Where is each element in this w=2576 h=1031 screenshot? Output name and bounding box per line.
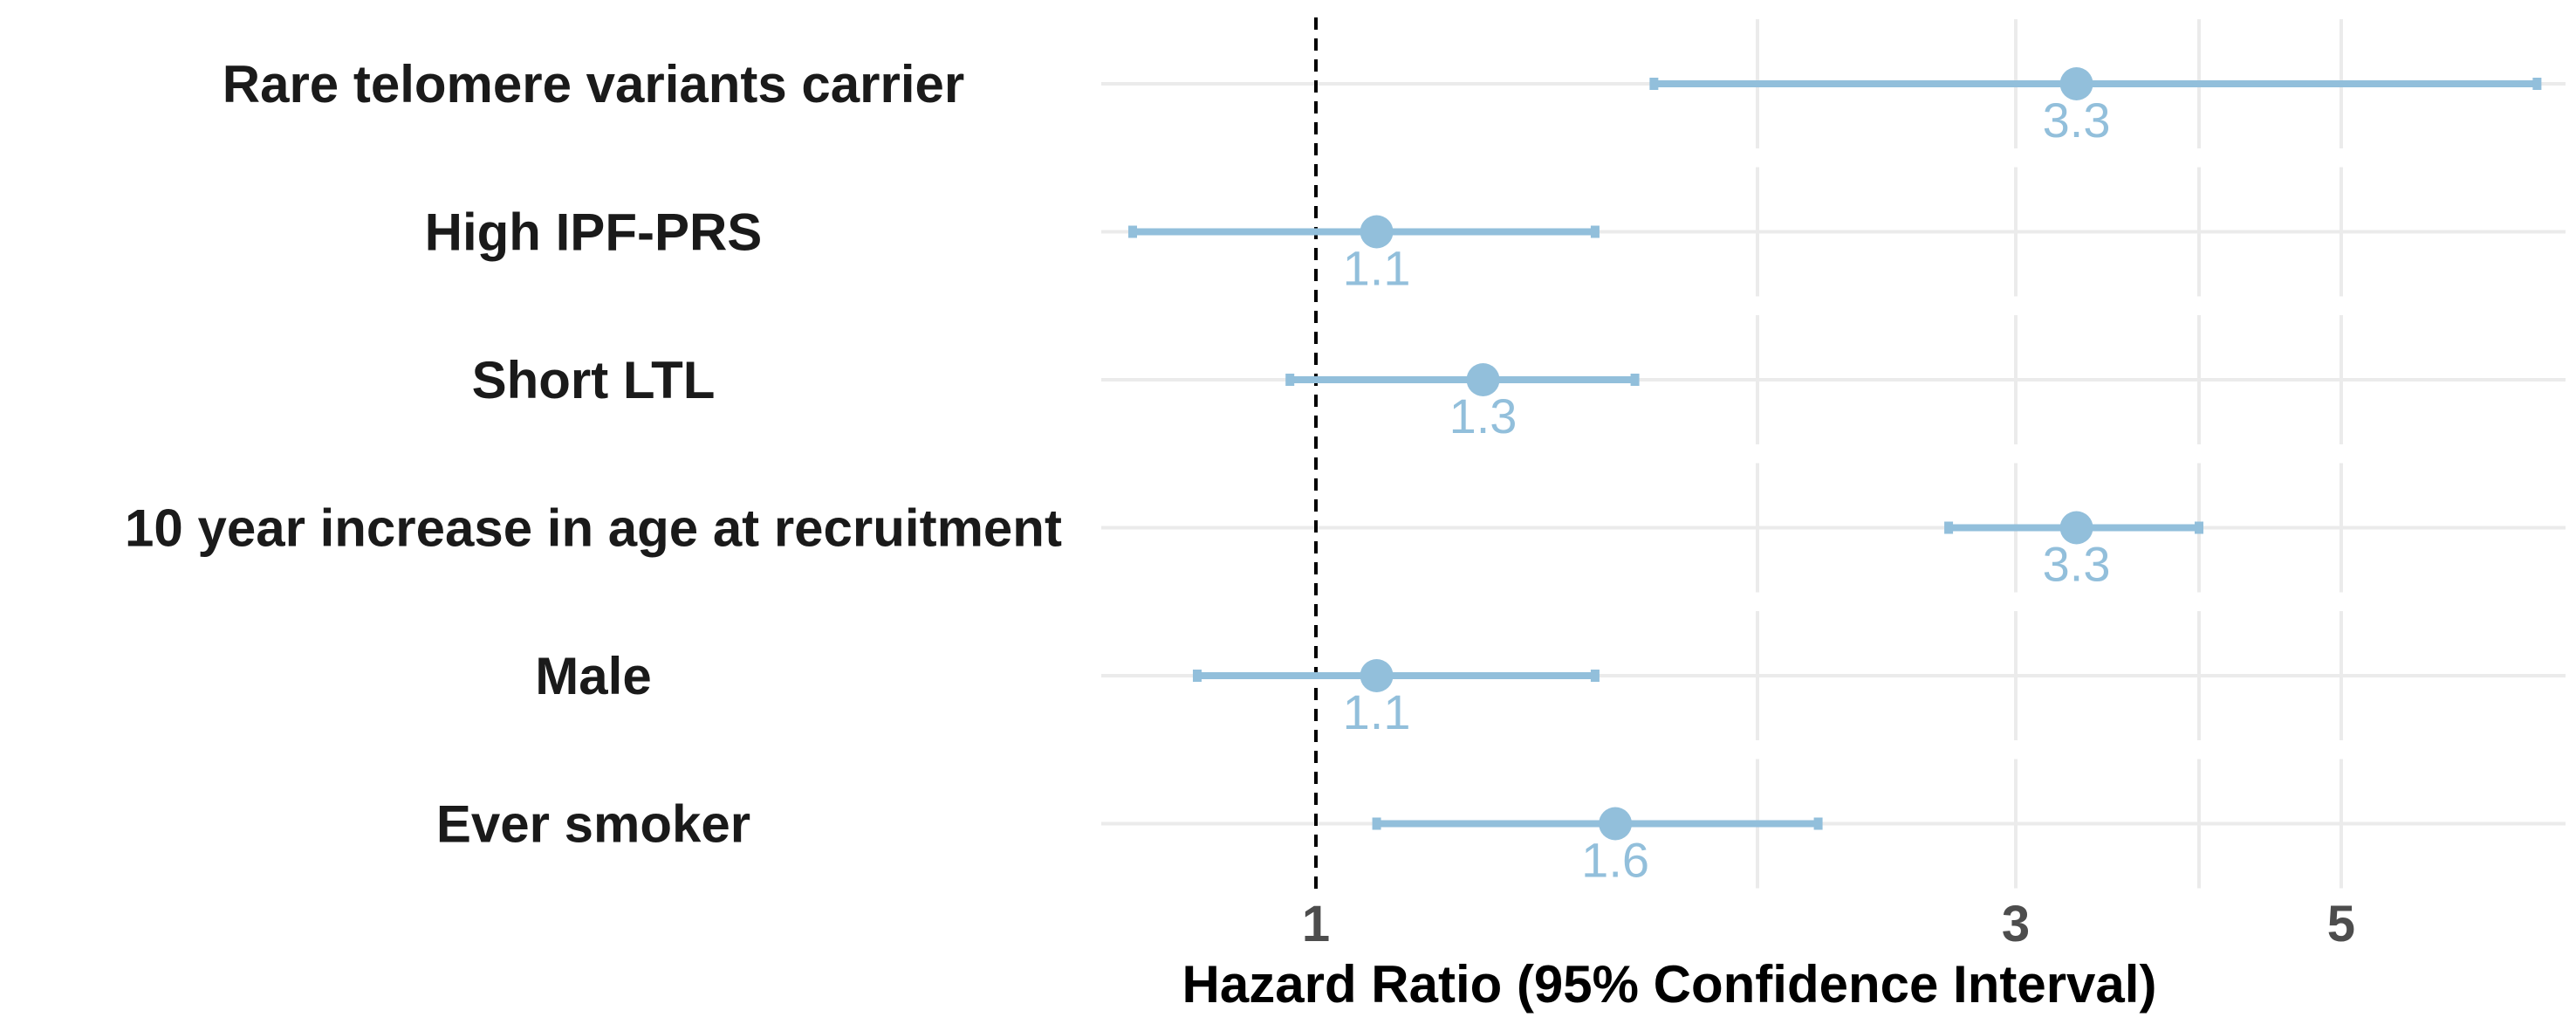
forest-row: 1.3 bbox=[1285, 363, 1640, 443]
x-tick-label: 3 bbox=[2002, 896, 2030, 952]
hazard-ratio-point bbox=[1360, 215, 1394, 249]
row-label: Short LTL bbox=[472, 351, 716, 409]
forest-row: 3.3 bbox=[1649, 67, 2542, 148]
ci-lower-cap bbox=[1372, 817, 1381, 830]
value-label: 1.6 bbox=[1581, 833, 1649, 888]
value-label: 3.3 bbox=[2043, 537, 2111, 592]
value-label: 1.1 bbox=[1343, 241, 1411, 296]
ci-upper-cap bbox=[1590, 225, 1600, 238]
row-label: Ever smoker bbox=[436, 795, 750, 854]
ci-upper-cap bbox=[1813, 817, 1823, 830]
forest-row: 1.1 bbox=[1192, 659, 1600, 739]
value-label: 3.3 bbox=[2043, 93, 2111, 148]
forest-row: 3.3 bbox=[1944, 511, 2204, 592]
ci-lower-cap bbox=[1944, 521, 1954, 534]
hazard-ratio-point bbox=[2059, 511, 2093, 545]
ci-lower-cap bbox=[1649, 78, 1659, 90]
x-axis-title: Hazard Ratio (95% Confidence Interval) bbox=[1182, 955, 2157, 1014]
forest-rows: 3.3 1.1 1.3 3.3 1.1 1.6 bbox=[1127, 67, 2542, 888]
ci-lower-cap bbox=[1192, 670, 1202, 682]
row-label: Male bbox=[535, 647, 651, 705]
row-label: 10 year increase in age at recruitment bbox=[125, 499, 1062, 558]
row-labels: Rare telomere variants carrier High IPF-P… bbox=[125, 55, 1062, 854]
hazard-ratio-point bbox=[1360, 659, 1394, 692]
value-label: 1.3 bbox=[1449, 388, 1518, 443]
row-label: High IPF-PRS bbox=[425, 203, 763, 262]
x-tick-label: 1 bbox=[1302, 896, 1330, 952]
grid-lines bbox=[1101, 19, 2566, 889]
ci-lower-cap bbox=[1127, 225, 1137, 238]
row-label: Rare telomere variants carrier bbox=[223, 55, 965, 113]
x-axis-ticks: 1 3 5 bbox=[1302, 896, 2355, 952]
ci-upper-cap bbox=[2532, 78, 2542, 90]
forest-row: 1.6 bbox=[1372, 807, 1823, 888]
hazard-ratio-point bbox=[2059, 67, 2093, 100]
ci-upper-cap bbox=[2195, 521, 2204, 534]
ci-upper-cap bbox=[1590, 670, 1600, 682]
value-label: 1.1 bbox=[1343, 684, 1411, 739]
forest-row: 1.1 bbox=[1127, 215, 1600, 296]
ci-lower-cap bbox=[1285, 374, 1295, 386]
hazard-ratio-point bbox=[1599, 807, 1633, 841]
hazard-ratio-point bbox=[1466, 363, 1500, 396]
x-tick-label: 5 bbox=[2327, 896, 2355, 952]
ci-upper-cap bbox=[1630, 374, 1640, 386]
